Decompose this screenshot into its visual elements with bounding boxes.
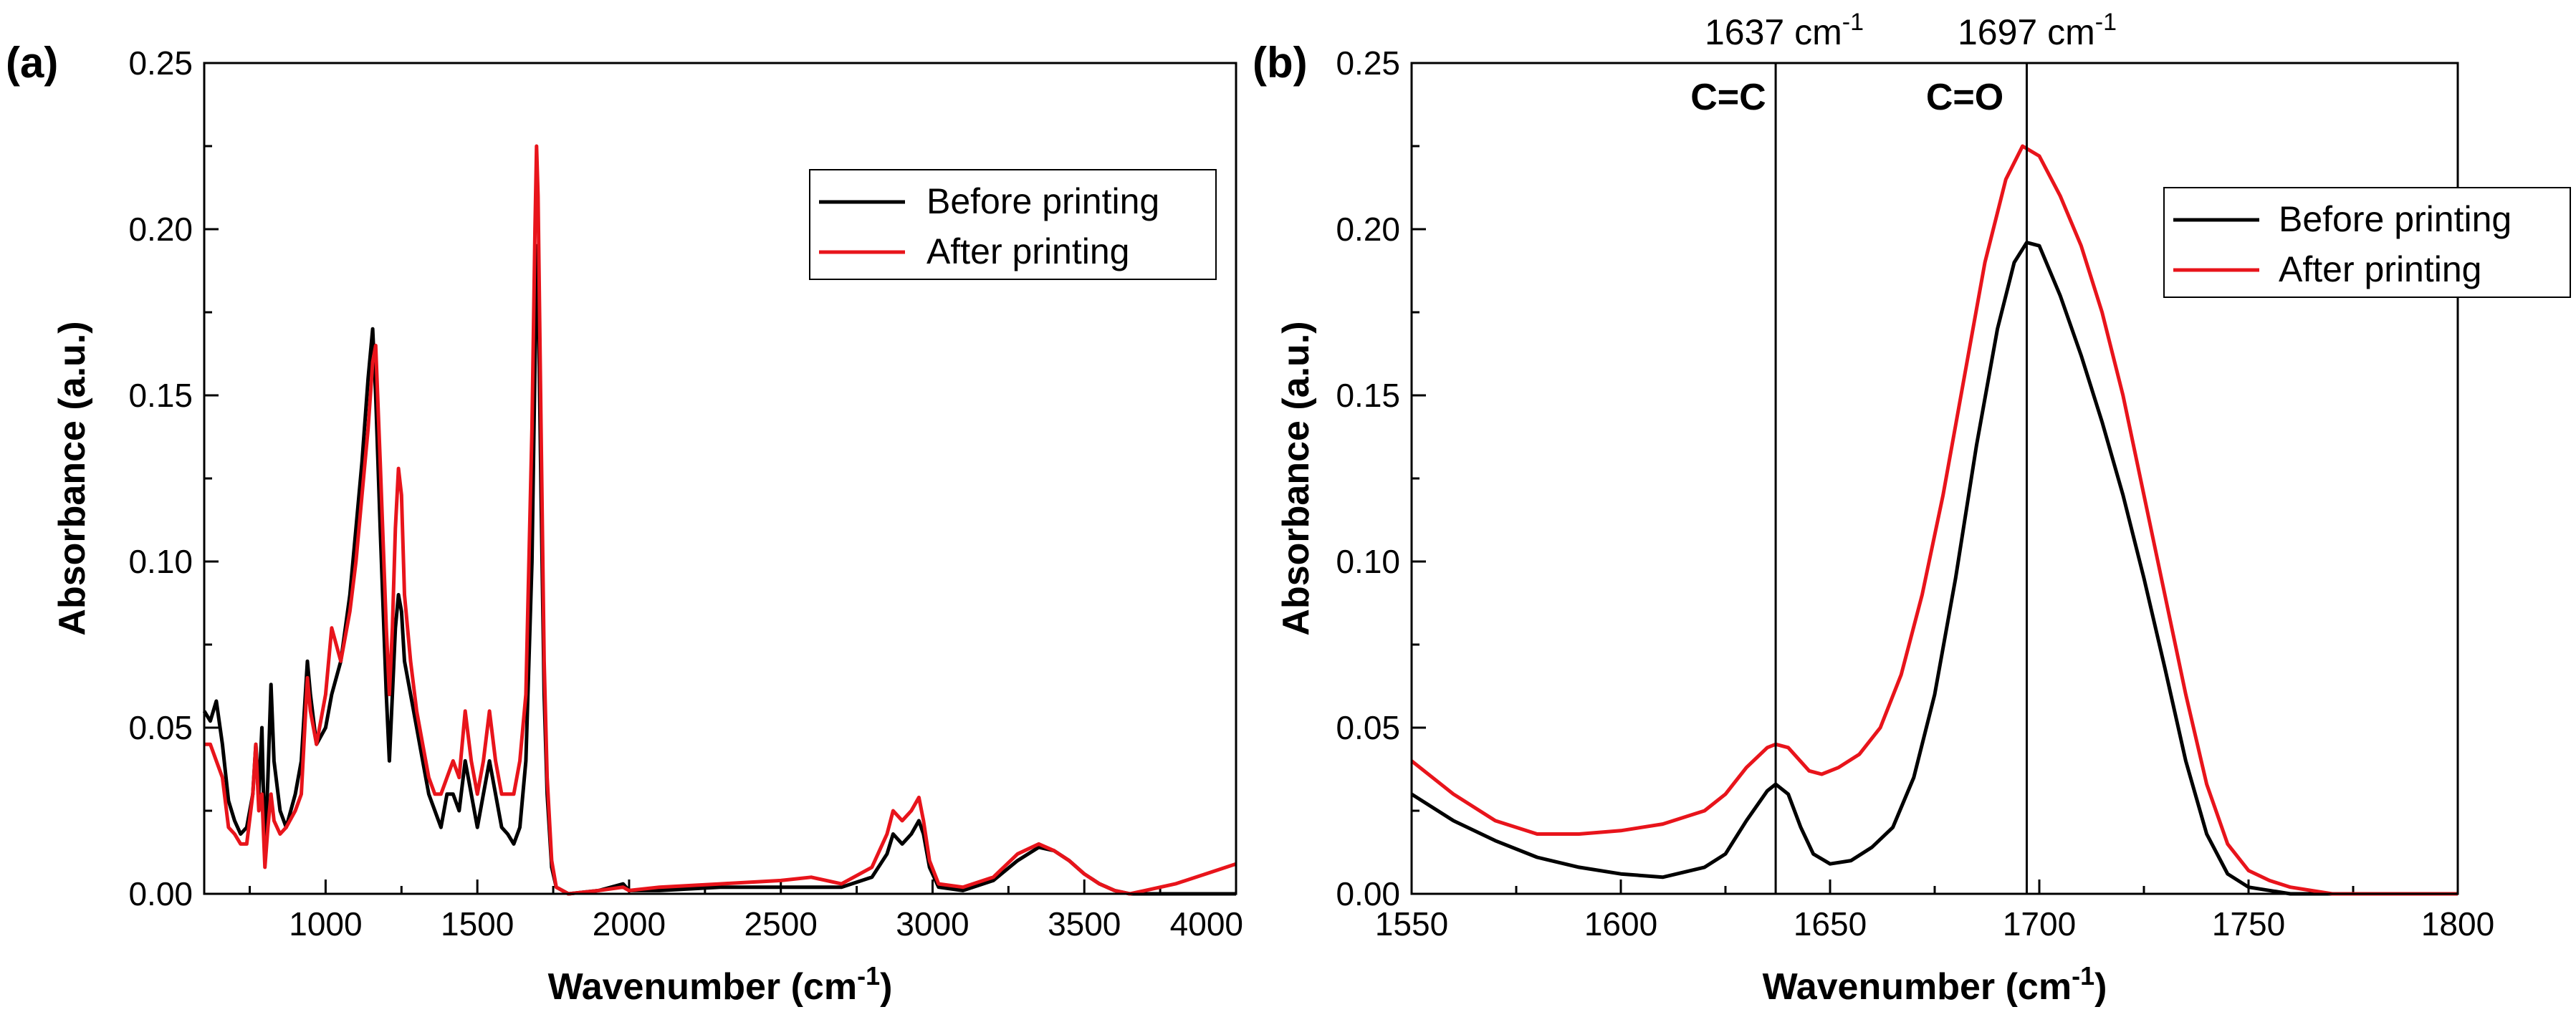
plot-area-b (1410, 144, 2458, 896)
annotation-bond-co: C=O (1926, 77, 2003, 118)
y-tick-label: 0.25 (128, 44, 193, 82)
annotation-label-1637: 1637 cm-1 (1705, 9, 1864, 52)
y-tick-label: 0.10 (1336, 543, 1400, 580)
y-tick-label: 0.20 (1336, 211, 1400, 248)
legend-label-before-a: Before printing (927, 181, 1159, 221)
x-tick-label: 1600 (1584, 905, 1657, 943)
y-axis-title-a: Absorbance (a.u.) (52, 321, 93, 635)
y-tick-label: 0.20 (128, 211, 193, 248)
legend-box-a (809, 169, 1217, 280)
legend-label-before-b: Before printing (2279, 199, 2512, 239)
legend-box-b (2163, 187, 2571, 298)
series-line-after-printing (204, 144, 1237, 896)
x-tick-label: 1500 (441, 905, 514, 943)
y-tick-label: 0.05 (128, 709, 193, 746)
legend-b: Before printing After printing (2163, 187, 2571, 298)
x-tick-label: 1550 (1375, 905, 1448, 943)
series-line-before-printing (1410, 241, 2458, 896)
y-axis-title-b: Absorbance (a.u.) (1275, 321, 1317, 635)
annotation-bond-cc: C=C (1690, 77, 1766, 118)
x-tick-label: 1650 (1794, 905, 1867, 943)
panel-b: (b) 0.00 0.05 0.10 0.15 0.20 0.25 1550 1600 1650… (1253, 9, 2571, 1008)
y-tick-label: 0.25 (1336, 44, 1400, 82)
series-line-before-printing (202, 244, 1236, 896)
x-tick-label: 3500 (1048, 905, 1121, 943)
y-tick-label: 0.15 (128, 377, 193, 414)
x-tick-label: 4000 (1170, 905, 1243, 943)
plot-frame-b (1410, 62, 2459, 895)
annotation-lines-b (1774, 63, 2028, 894)
grid-layer-a: 0.00 0.05 0.10 0.15 0.20 0.25 1000 1500 2000 2500… (128, 44, 1243, 943)
legend-label-after-b: After printing (2279, 249, 2481, 289)
x-tick-label: 1750 (2212, 905, 2285, 943)
x-tick-label: 1800 (2421, 905, 2494, 943)
x-tick-label: 3000 (896, 905, 969, 943)
y-tick-label: 0.10 (128, 543, 193, 580)
x-tick-label: 2500 (744, 905, 818, 943)
y-tick-label: 0.00 (128, 875, 193, 912)
x-axis-title-b: Wavenumber (cm-1) (1763, 961, 2107, 1008)
y-tick-label: 0.15 (1336, 377, 1400, 414)
annotation-label-1697: 1697 cm-1 (1958, 9, 2117, 52)
panel-label-b: (b) (1253, 39, 1308, 87)
x-tick-label: 1000 (289, 905, 362, 943)
plot-frame-a (203, 62, 1237, 895)
panel-a: (a) 0.00 0.05 0.10 0.15 0.20 0.25 1000 1500 2000… (6, 39, 1243, 1008)
y-tick-label: 0.00 (1336, 875, 1400, 912)
x-tick-label: 2000 (593, 905, 666, 943)
legend-label-after-a: After printing (927, 231, 1129, 271)
grid-layer-b: 0.00 0.05 0.10 0.15 0.20 0.25 1550 1600 1650 1700… (1336, 44, 2494, 943)
panel-label-a: (a) (6, 39, 58, 87)
x-tick-label: 1700 (2003, 905, 2076, 943)
y-tick-label: 0.05 (1336, 709, 1400, 746)
series-line-after-printing (1410, 144, 2458, 896)
legend-a: Before printing After printing (809, 169, 1217, 280)
plot-area-a (202, 144, 1237, 896)
x-axis-title-a: Wavenumber (cm-1) (548, 961, 893, 1008)
